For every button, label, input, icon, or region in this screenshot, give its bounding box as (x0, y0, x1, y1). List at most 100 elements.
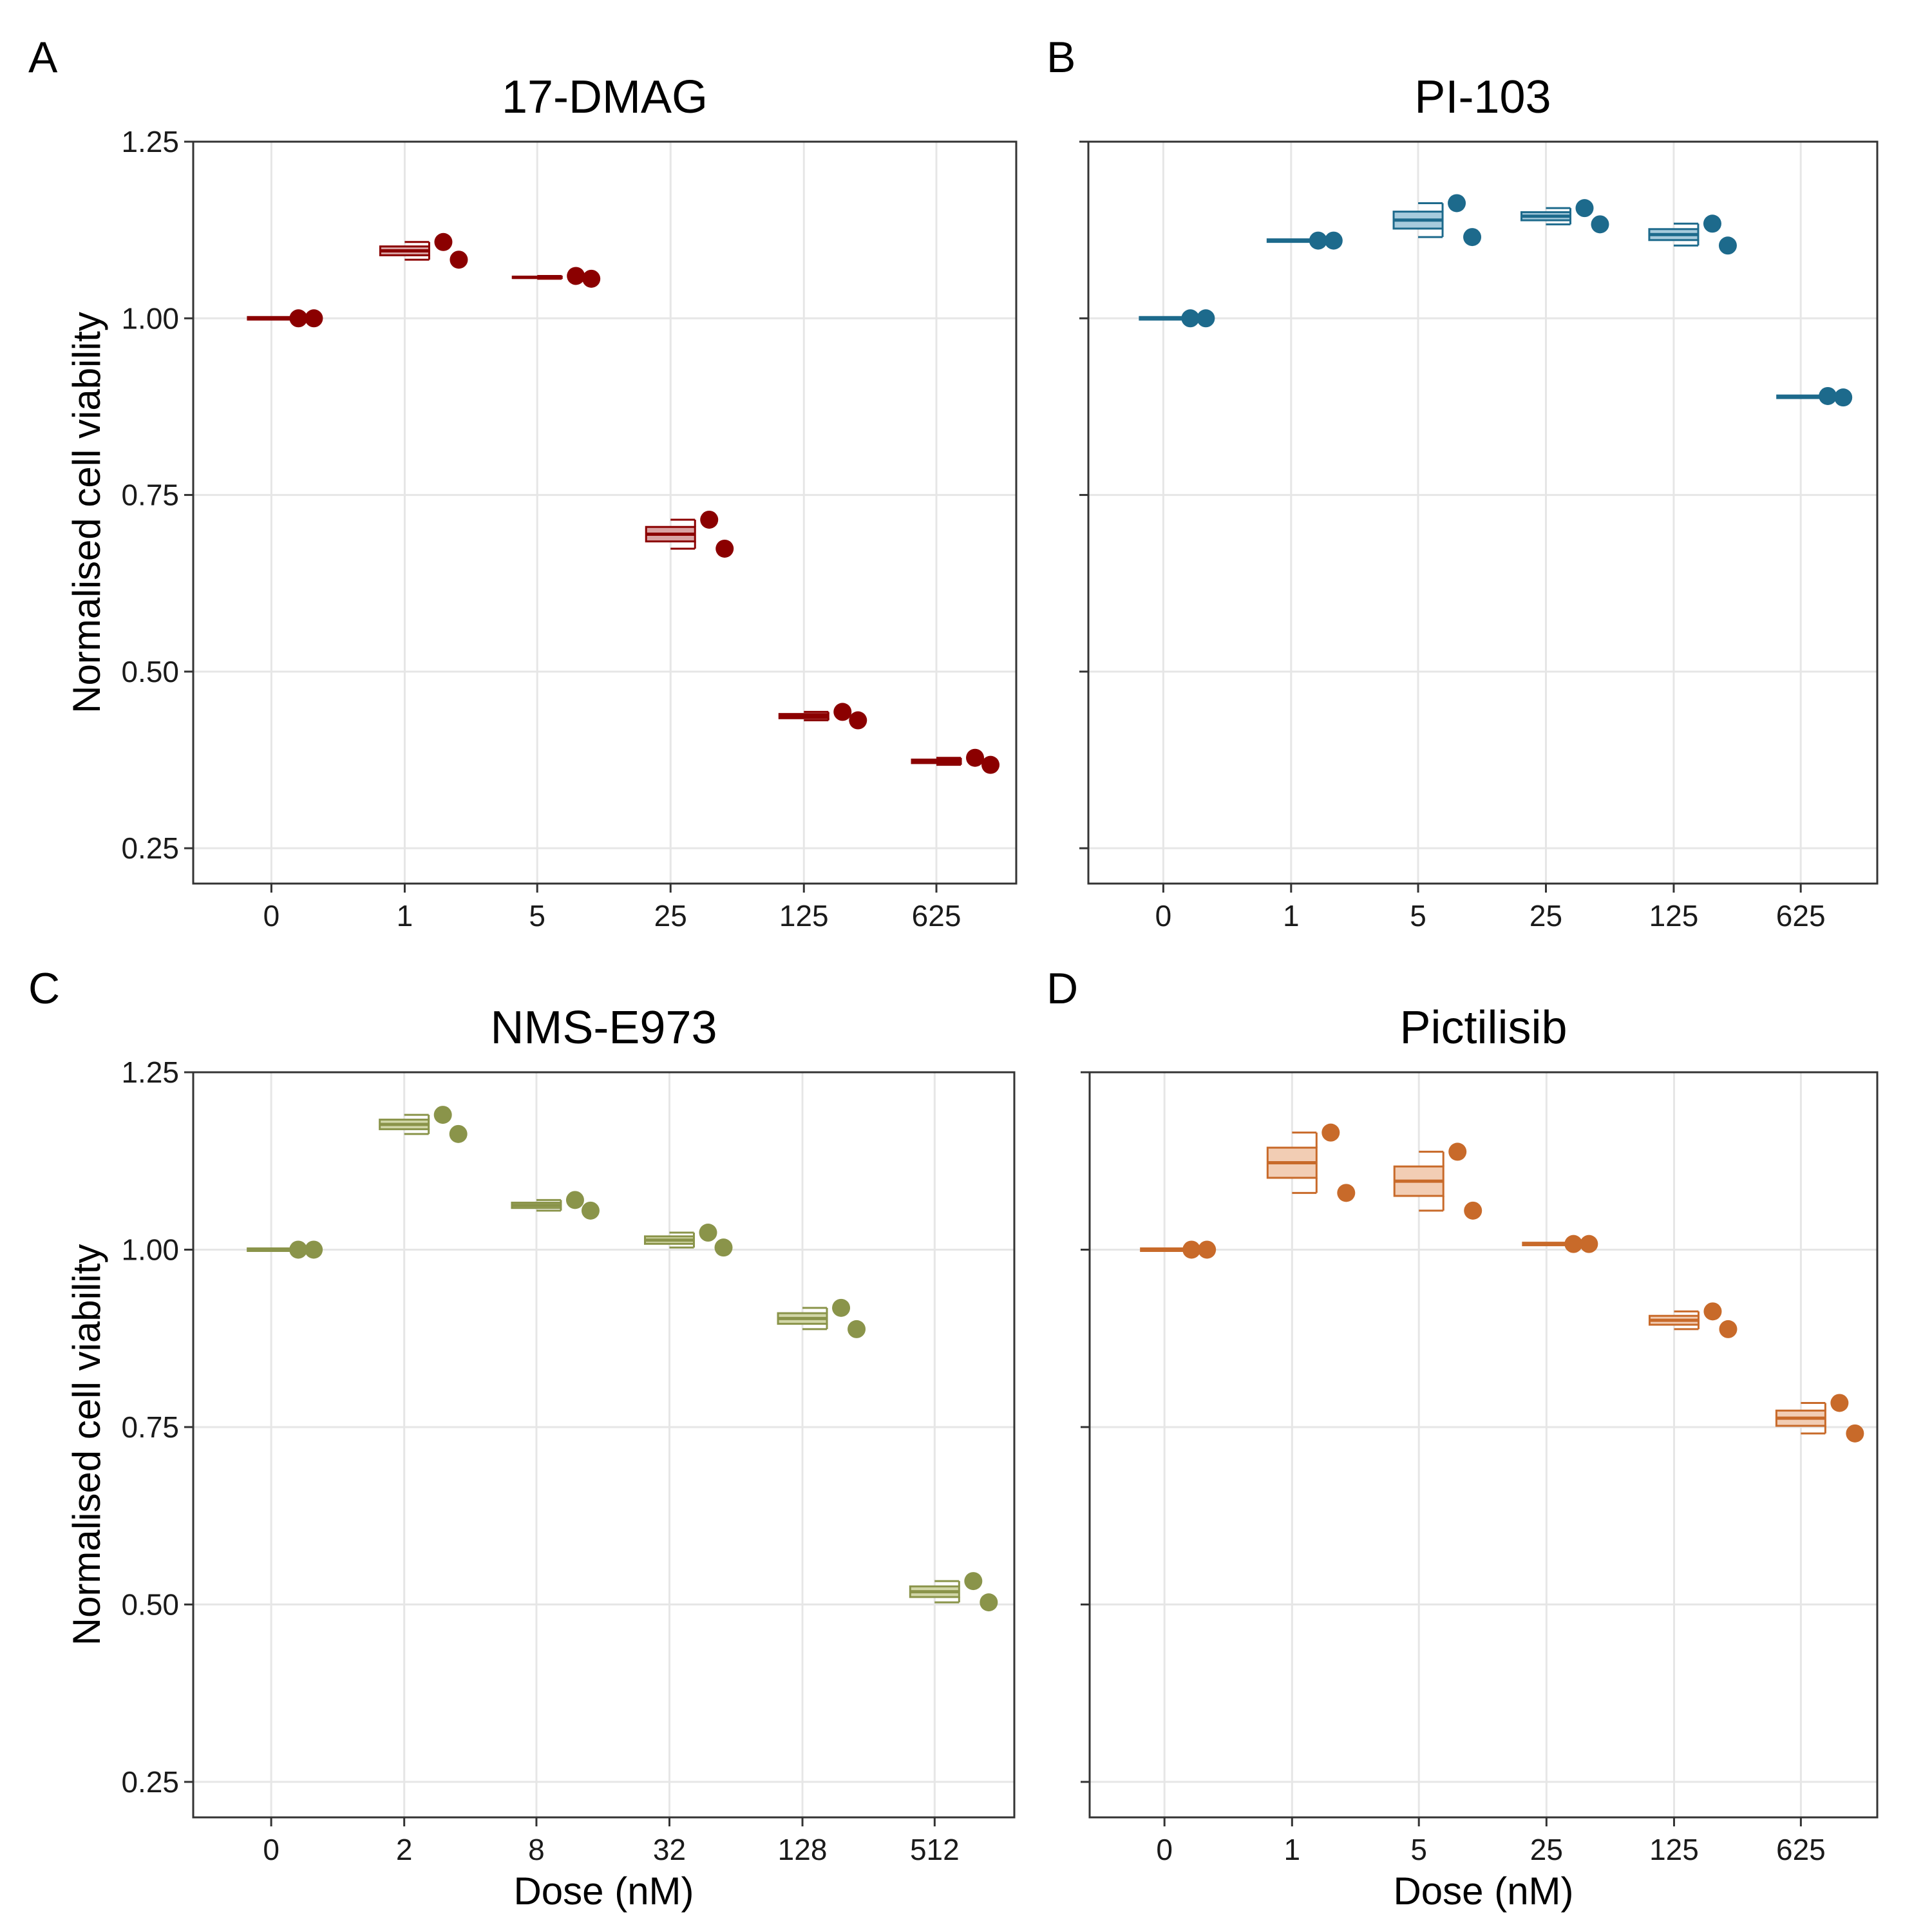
box-group (247, 1240, 323, 1259)
box-group (1522, 1235, 1598, 1253)
data-point (305, 1240, 323, 1259)
box-group (379, 232, 468, 269)
y-tick-label: 0.50 (121, 1587, 179, 1621)
data-point (964, 1572, 983, 1591)
x-tick-label: 125 (1649, 1833, 1699, 1866)
box-group (911, 748, 1000, 774)
data-point (305, 309, 323, 328)
panel-letter: C (28, 964, 60, 1013)
data-point (980, 1593, 998, 1612)
box-group (1775, 1394, 1864, 1443)
box-group (1776, 386, 1853, 407)
data-point (450, 251, 468, 269)
data-point (567, 267, 585, 285)
box-group (1139, 309, 1215, 328)
data-point (1834, 388, 1853, 407)
box-group (247, 309, 323, 328)
x-tick-label: 625 (912, 899, 961, 933)
data-point (434, 232, 453, 251)
y-tick-label: 1.00 (121, 1233, 179, 1266)
box-group (645, 510, 734, 558)
box-group (909, 1572, 998, 1612)
data-point (1718, 236, 1737, 255)
panel-letter: D (1046, 964, 1078, 1013)
x-tick-label: 0 (1155, 899, 1172, 933)
x-tick-label: 25 (1530, 1833, 1563, 1866)
data-point (1703, 214, 1721, 233)
data-point (849, 711, 867, 730)
panel-letter: B (1046, 33, 1075, 82)
box-group (644, 1224, 733, 1257)
data-point (1324, 231, 1343, 250)
x-tick-label: 32 (653, 1833, 686, 1866)
panel-d: D Pictilisib 0 1 5 25 125 625 Dose (nM) (1046, 964, 1879, 1913)
y-axis-title: Normalised cell viability (65, 1244, 108, 1646)
data-point (1448, 1142, 1467, 1161)
x-tick-label: 5 (1410, 1833, 1427, 1866)
x-tick-label: 128 (778, 1833, 828, 1866)
data-point (981, 755, 1000, 774)
box-group (778, 703, 867, 730)
x-tick-label: 625 (1776, 1833, 1826, 1866)
y-tick-label: 0.75 (121, 1410, 179, 1444)
data-point (1703, 1302, 1722, 1321)
panel-c: C NMS-E973 0.25 0.50 0.75 1.00 1.25 0 2 8 32 128 512… (28, 964, 1016, 1913)
x-tick-label: 5 (529, 899, 545, 933)
x-tick-label: 1 (1284, 1833, 1301, 1866)
data-point (848, 1320, 866, 1338)
data-point (1564, 1235, 1583, 1253)
box-group (1648, 1302, 1738, 1338)
box-group (1140, 1240, 1217, 1259)
data-point (1464, 1201, 1482, 1220)
y-tick-label: 0.25 (121, 1765, 179, 1799)
y-tick-label: 1.25 (121, 1056, 179, 1089)
panel-title: Pictilisib (1399, 1002, 1567, 1054)
data-point (449, 1124, 468, 1143)
x-tick-label: 1 (1283, 899, 1300, 933)
x-tick-label: 125 (779, 899, 829, 933)
panel-title: 17-DMAG (502, 71, 708, 123)
data-point (699, 1224, 717, 1242)
data-point (289, 1240, 308, 1259)
data-point (1463, 228, 1482, 247)
data-point (715, 539, 734, 558)
plot-frame (192, 1071, 1016, 1819)
box-group (1648, 214, 1737, 255)
box-group (1520, 199, 1609, 234)
data-point (1591, 215, 1609, 234)
x-tick-label: 125 (1649, 899, 1699, 933)
data-point (433, 1106, 452, 1124)
y-tick-label: 0.50 (121, 655, 179, 688)
data-point (1321, 1123, 1340, 1142)
data-point (1819, 386, 1837, 405)
data-point (289, 309, 308, 328)
x-tick-label: 0 (263, 1833, 279, 1866)
data-point (1197, 309, 1215, 328)
data-point (1198, 1240, 1217, 1259)
data-point (581, 1201, 600, 1220)
x-tick-label: 2 (396, 1833, 413, 1866)
data-point (1719, 1320, 1738, 1338)
box-group (1393, 1142, 1482, 1220)
box-group (1392, 194, 1482, 247)
data-point (1309, 231, 1327, 250)
y-tick-label: 0.25 (121, 831, 179, 865)
plot-frame (192, 140, 1018, 885)
x-axis-title: Dose (nM) (1393, 1870, 1573, 1913)
plot-frame (1088, 1071, 1879, 1819)
data-point (1182, 1240, 1201, 1259)
y-tick-label: 0.75 (121, 478, 179, 512)
plot-frame (1087, 140, 1879, 885)
x-tick-label: 25 (654, 899, 687, 933)
y-tick-label: 1.25 (121, 125, 179, 158)
y-tick-label: 1.00 (121, 301, 179, 335)
box-group (1266, 1123, 1356, 1202)
panel-title: PI-103 (1414, 71, 1551, 123)
data-point (833, 703, 852, 721)
x-tick-label: 25 (1530, 899, 1562, 933)
panel-title: NMS-E973 (490, 1002, 717, 1054)
box-group (511, 1191, 600, 1220)
data-point (582, 269, 601, 288)
data-point (1846, 1424, 1864, 1443)
